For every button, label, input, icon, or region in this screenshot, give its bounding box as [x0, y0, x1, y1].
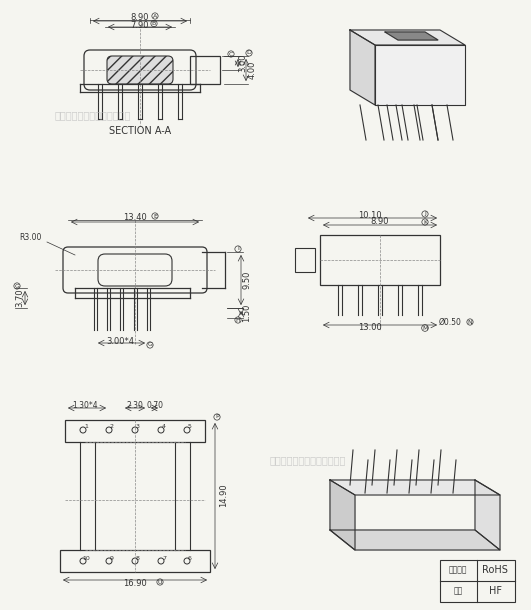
Polygon shape [330, 480, 355, 550]
Text: 3.70: 3.70 [15, 289, 24, 307]
Bar [440, 560, 515, 602]
Polygon shape [350, 30, 465, 45]
Text: 客户确认: 客户确认 [449, 565, 467, 575]
Text: HF: HF [489, 586, 501, 596]
Text: 10.10: 10.10 [358, 210, 382, 220]
FancyBboxPatch shape [107, 56, 173, 84]
Text: U: U [158, 580, 162, 584]
Text: K: K [423, 220, 427, 224]
Text: I: I [237, 246, 239, 251]
Text: 5: 5 [188, 425, 192, 429]
Text: 10: 10 [82, 556, 90, 561]
Polygon shape [350, 30, 375, 105]
Text: 8.90: 8.90 [371, 218, 389, 226]
Text: 14.90: 14.90 [219, 483, 228, 507]
Polygon shape [330, 480, 500, 495]
Text: A: A [153, 13, 157, 18]
Text: 东莞市洋通电子有限公司业务: 东莞市洋通电子有限公司业务 [270, 455, 346, 465]
Text: 4.00: 4.00 [247, 61, 256, 79]
Text: 16.90: 16.90 [123, 578, 147, 587]
Bar [295, 248, 315, 272]
Text: M: M [422, 326, 427, 331]
Text: 2: 2 [110, 425, 114, 429]
Text: 签回: 签回 [453, 586, 463, 595]
Text: Ø0.50: Ø0.50 [439, 317, 461, 326]
Text: 1: 1 [84, 425, 88, 429]
Text: 3.00: 3.00 [238, 54, 247, 72]
Text: B: B [152, 21, 156, 26]
Text: R3.00: R3.00 [19, 232, 41, 242]
Text: 1.50: 1.50 [243, 304, 252, 322]
Bar [320, 235, 440, 285]
Text: 东莞市洋通电子有限公司业务: 东莞市洋通电子有限公司业务 [55, 110, 131, 120]
Text: 1.30*4: 1.30*4 [72, 401, 98, 409]
Text: 4: 4 [162, 425, 166, 429]
Text: 13.40: 13.40 [123, 214, 147, 223]
Text: 2.30: 2.30 [126, 401, 143, 409]
Text: 7.90: 7.90 [131, 21, 149, 29]
Text: 0.70: 0.70 [147, 401, 164, 409]
Text: G: G [148, 342, 152, 348]
Text: 6: 6 [188, 556, 192, 561]
Text: P: P [215, 415, 219, 420]
Polygon shape [375, 45, 465, 105]
Text: 8.90: 8.90 [131, 13, 149, 23]
Text: 9: 9 [110, 556, 114, 561]
Text: J: J [424, 212, 426, 217]
Text: SECTION A-A: SECTION A-A [109, 126, 171, 136]
Text: G: G [14, 284, 20, 289]
Text: N: N [468, 320, 473, 325]
Text: 9.50: 9.50 [243, 271, 252, 289]
Text: E: E [153, 214, 157, 218]
Text: H: H [236, 317, 241, 323]
Text: 13.00: 13.00 [358, 323, 382, 332]
Text: 8: 8 [136, 556, 140, 561]
Text: 3.00*4: 3.00*4 [106, 337, 134, 345]
Text: C: C [229, 51, 233, 57]
Text: 3: 3 [136, 425, 140, 429]
Text: 7: 7 [162, 556, 166, 561]
Text: RoHS: RoHS [482, 565, 508, 575]
Polygon shape [330, 530, 500, 550]
Bar [65, 420, 205, 442]
Polygon shape [475, 480, 500, 550]
Text: D: D [246, 51, 252, 56]
Bar [60, 550, 210, 572]
Polygon shape [385, 32, 438, 40]
